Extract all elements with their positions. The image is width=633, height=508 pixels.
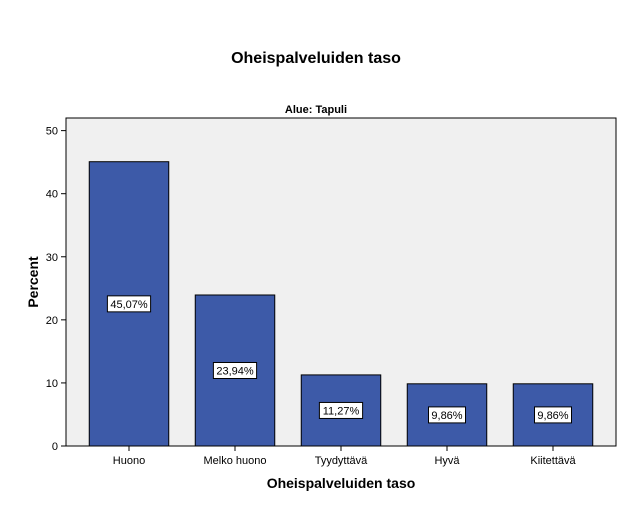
data-label: 23,94% — [216, 365, 254, 377]
x-tick-label: Hyvä — [434, 455, 460, 467]
x-tick-label: Kiitettävä — [530, 455, 576, 467]
y-axis-label: Percent — [25, 256, 41, 308]
y-tick-label: 20 — [46, 315, 58, 327]
y-tick-label: 0 — [52, 441, 58, 453]
data-label-box — [534, 406, 572, 424]
data-label-box — [428, 406, 466, 424]
y-tick-label: 10 — [46, 378, 58, 390]
data-label: 45,07% — [110, 299, 148, 311]
y-tick-label: 50 — [46, 126, 58, 138]
bars: 45,07% 23,94% 11,27% 9,86% 9,86% — [88, 161, 594, 447]
y-tick-label: 40 — [46, 189, 58, 201]
data-label: 9,86% — [537, 410, 568, 422]
panel-label: Alue: Tapuli — [285, 104, 347, 116]
x-tick-label: Tyydyttävä — [315, 455, 368, 467]
data-label-box — [212, 361, 258, 379]
data-label-box — [318, 401, 364, 419]
x-axis-label: Oheispalveluiden taso — [267, 475, 416, 491]
y-tick-label: 30 — [46, 252, 58, 264]
y-axis: 0 10 20 30 40 50 — [46, 126, 66, 453]
x-tick-label: Melko huono — [204, 455, 267, 467]
x-axis: Huono Melko huono Tyydyttävä Hyvä Kiitettävä — [113, 446, 577, 467]
data-label: 11,27% — [323, 405, 360, 417]
data-label: 9,86% — [431, 410, 462, 422]
x-tick-label: Huono — [113, 455, 145, 467]
data-label-box — [106, 295, 152, 313]
chart-title: Oheispalveluiden taso — [231, 50, 401, 67]
